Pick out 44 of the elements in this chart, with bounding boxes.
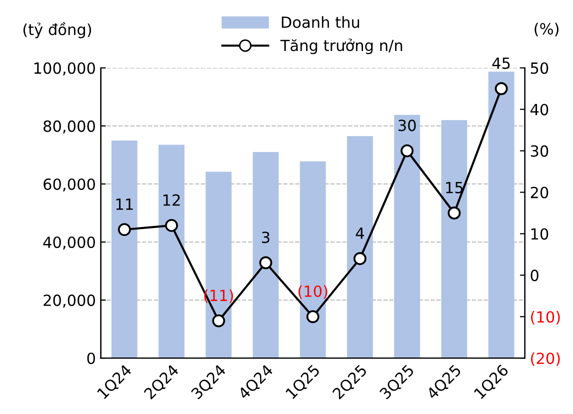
bar (300, 161, 326, 358)
data-label: 11 (116, 198, 133, 210)
y2-tick-label: 40 (530, 104, 548, 116)
point (306, 310, 320, 324)
y-tick-label: 80,000 (44, 120, 95, 134)
point (494, 82, 508, 96)
data-label: 4 (356, 228, 364, 239)
y-axis-title: (tỷ đồng) (23, 22, 92, 38)
y2-tick-label: 0 (530, 270, 538, 282)
bar (158, 144, 184, 358)
y2-tick-label: 30 (530, 145, 548, 157)
y-tick-label: 20,000 (44, 294, 95, 308)
point (448, 206, 461, 220)
bar (441, 120, 468, 358)
data-label: (10) (298, 285, 328, 299)
point (259, 256, 272, 270)
bar (347, 136, 373, 358)
y-tick-label: 100,000 (34, 62, 95, 76)
y-tick-label: 0 (87, 352, 95, 364)
point (400, 144, 414, 158)
bar (111, 140, 138, 358)
legend-label: Tăng trưởng n/n (280, 38, 402, 54)
y2-tick-label: 10 (531, 228, 548, 240)
bar (488, 72, 514, 358)
y2-tick-label: (10) (531, 310, 560, 324)
legend-label: Doanh thu (282, 16, 360, 28)
y2-tick-label: 20 (530, 186, 548, 198)
point (165, 218, 178, 232)
point (118, 223, 131, 236)
y2-axis-title: (%) (534, 22, 558, 36)
y-tick-label: 40,000 (43, 236, 95, 250)
y-tick-label: 60,000 (44, 178, 95, 192)
data-label: 45 (492, 58, 510, 69)
y2-tick-label: 50 (530, 62, 548, 74)
point (212, 314, 226, 328)
point (354, 252, 366, 266)
y2-tick-label: (20) (531, 352, 560, 366)
data-label: 12 (163, 194, 180, 206)
data-label: 15 (446, 182, 463, 194)
data-label: 3 (262, 232, 270, 244)
bar (206, 172, 232, 358)
bar (394, 114, 420, 358)
bar (252, 152, 279, 358)
data-label: 30 (398, 120, 416, 132)
